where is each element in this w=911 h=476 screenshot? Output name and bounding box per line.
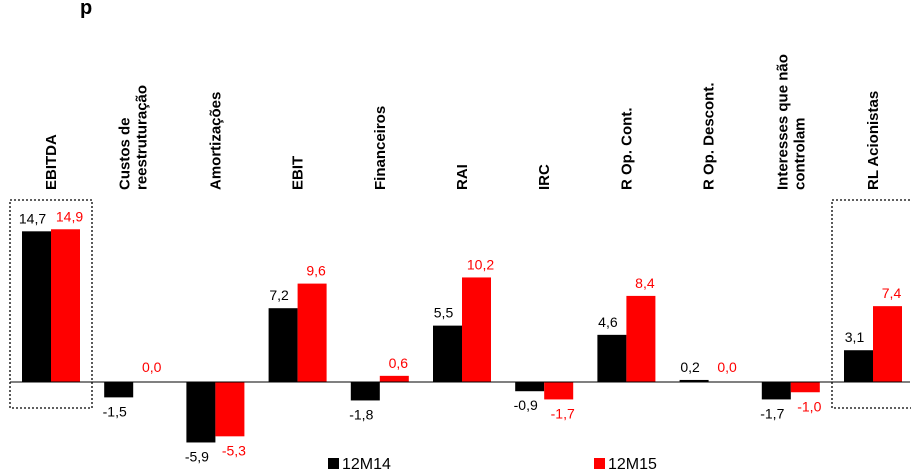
bar-s2-0: [51, 229, 80, 382]
value-label-s2-6: -1,7: [551, 405, 575, 421]
value-label-s1-10: 3,1: [845, 329, 865, 345]
bar-s2-7: [626, 295, 656, 382]
value-label-s1-9: -1,7: [760, 405, 784, 421]
bar-s1-0: [22, 231, 51, 382]
bars: [22, 229, 902, 443]
value-label-s1-3: 7,2: [269, 287, 289, 303]
category-label-4: Financeiros: [372, 106, 389, 190]
bar-s1-6: [515, 382, 545, 392]
category-label-1: Custos de reestruturação: [117, 85, 151, 190]
chart-title: p: [80, 0, 92, 19]
category-label-line: R Op. Descont.: [701, 82, 718, 190]
value-label-s1-1: -1,5: [103, 403, 127, 419]
category-label-8: R Op. Descont.: [701, 82, 718, 190]
bar-s2-3: [297, 283, 327, 382]
category-labels: EBITDA Custos de reestruturação Amortizaçõe…: [43, 54, 882, 190]
value-labels: 14,7 -1,5 -5,9 7,2 -1,8 5,5 -0,9 4,6 0,2 -1,7 3,1 1…: [19, 208, 902, 464]
value-label-s2-8: 0,0: [717, 359, 737, 375]
highlight-box-0: [9, 199, 93, 409]
category-label-line: EBITDA: [43, 134, 60, 190]
bar-s2-6: [544, 382, 574, 400]
category-label-6: IRC: [536, 164, 553, 190]
category-label-10: RL Acionistas: [865, 91, 882, 190]
value-label-s1-6: -0,9: [514, 397, 538, 413]
category-label-7: R Op. Cont.: [618, 108, 635, 191]
category-label-2: Amortizações: [207, 92, 224, 190]
value-label-s2-9: -1,0: [797, 398, 821, 414]
category-label-9: Interesses que não controlam: [774, 54, 808, 190]
category-label-line: R Op. Cont.: [618, 108, 635, 191]
value-label-s1-8: 0,2: [680, 359, 700, 375]
value-label-s2-1: 0,0: [142, 359, 162, 375]
bar-s1-10: [844, 350, 873, 382]
value-label-s2-0: 14,9: [56, 208, 83, 224]
value-label-s1-7: 4,6: [598, 314, 618, 330]
category-label-0: EBITDA: [43, 134, 60, 190]
category-label-line: EBIT: [290, 156, 307, 190]
bar-s1-1: [104, 382, 134, 398]
bar-s2-2: [215, 382, 245, 437]
bar-s1-3: [268, 308, 298, 382]
bar-s1-8: [679, 379, 709, 382]
bar-s1-9: [761, 382, 791, 400]
category-label-line: RAI: [454, 164, 471, 190]
bar-s1-2: [186, 382, 216, 443]
category-label-line: RL Acionistas: [865, 91, 882, 190]
category-label-line: IRC: [536, 164, 553, 190]
bar-s2-4: [379, 375, 409, 382]
legend-swatch-0: [328, 458, 339, 469]
value-label-s2-10: 7,4: [882, 285, 902, 301]
category-label-3: EBIT: [290, 156, 307, 190]
bar-s1-4: [350, 382, 380, 401]
category-label-line: Financeiros: [372, 106, 389, 190]
category-label-line: controlam: [791, 117, 808, 190]
highlight-box-10: [831, 199, 911, 409]
bar-s2-10: [873, 306, 902, 382]
legend-label-0: 12M14: [342, 456, 391, 473]
bar-s1-5: [433, 325, 462, 382]
category-label-line: Custos de: [117, 117, 134, 190]
category-label-line: Amortizações: [207, 92, 224, 190]
category-label-line: Interesses que não: [774, 54, 791, 190]
value-label-s1-4: -1,8: [349, 406, 373, 422]
highlight-boxes: [9, 199, 911, 409]
bar-s2-5: [462, 277, 491, 382]
bar-s2-9: [790, 382, 820, 393]
value-label-s2-3: 9,6: [306, 263, 326, 279]
legend-label-1: 12M15: [608, 456, 657, 473]
value-label-s1-0: 14,7: [19, 210, 46, 226]
legend-swatch-1: [594, 458, 605, 469]
value-label-s2-4: 0,6: [389, 355, 409, 371]
legend: 12M14 12M15: [328, 456, 657, 473]
category-label-5: RAI: [454, 164, 471, 190]
value-label-s2-5: 10,2: [467, 256, 494, 272]
value-label-s2-2: -5,3: [222, 442, 246, 458]
value-label-s1-2: -5,9: [185, 448, 209, 464]
value-label-s2-7: 8,4: [635, 275, 655, 291]
category-label-line: reestruturação: [134, 85, 151, 190]
bar-s1-7: [597, 334, 627, 382]
value-label-s1-5: 5,5: [434, 305, 454, 321]
